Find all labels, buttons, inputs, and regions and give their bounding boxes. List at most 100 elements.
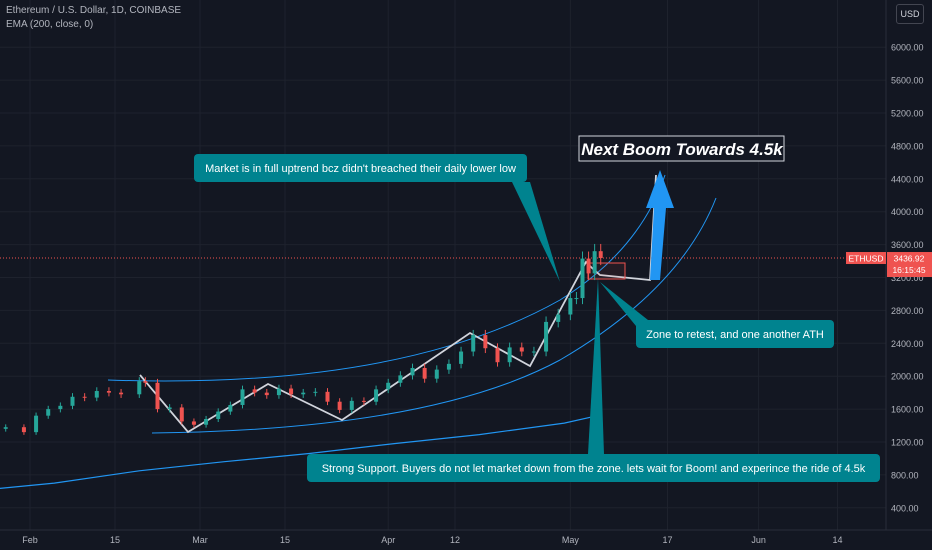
- candle[interactable]: [119, 388, 124, 398]
- price-tick-label: 2800.00: [891, 306, 924, 316]
- candle-body: [167, 407, 172, 410]
- candle[interactable]: [3, 424, 8, 432]
- candle[interactable]: [374, 385, 379, 406]
- candle[interactable]: [410, 363, 415, 380]
- candle-body: [240, 389, 245, 405]
- callout-uptrend[interactable]: Market is in full uptrend bcz didn't bre…: [194, 154, 560, 282]
- candle[interactable]: [422, 363, 427, 383]
- candle[interactable]: [191, 418, 196, 428]
- candle-body: [119, 392, 124, 395]
- price-tick-label: 2000.00: [891, 372, 924, 382]
- candle[interactable]: [21, 424, 26, 435]
- candle[interactable]: [106, 387, 111, 397]
- candle[interactable]: [580, 251, 585, 305]
- candle[interactable]: [204, 415, 209, 428]
- title-box[interactable]: Next Boom Towards 4.5k: [578, 135, 785, 162]
- symbol-title[interactable]: Ethereum / U.S. Dollar, 1D, COINBASE: [6, 5, 182, 16]
- time-tick-label: 17: [662, 535, 672, 545]
- candle[interactable]: [276, 384, 281, 399]
- candle[interactable]: [586, 251, 591, 281]
- price-tick-label: 4000.00: [891, 207, 924, 217]
- currency-button[interactable]: USD: [896, 4, 924, 24]
- candle[interactable]: [46, 405, 51, 419]
- candle[interactable]: [301, 388, 306, 398]
- candle[interactable]: [544, 316, 549, 357]
- price-tick-label: 800.00: [891, 470, 919, 480]
- candle[interactable]: [361, 397, 366, 406]
- callout-zone-text: Zone to retest, and one another ATH: [646, 329, 824, 341]
- candle[interactable]: [574, 291, 579, 305]
- candle-body: [471, 335, 476, 352]
- candle[interactable]: [459, 346, 464, 369]
- candle-body: [434, 369, 439, 379]
- candle[interactable]: [398, 371, 403, 387]
- candle[interactable]: [598, 243, 603, 266]
- candle[interactable]: [483, 329, 488, 354]
- candle[interactable]: [519, 342, 524, 357]
- candle[interactable]: [155, 378, 160, 413]
- candle[interactable]: [434, 365, 439, 383]
- candle[interactable]: [568, 291, 573, 321]
- candle-body: [519, 347, 524, 352]
- grid-layer: [0, 0, 886, 530]
- candle[interactable]: [228, 401, 233, 415]
- indicator-legend[interactable]: EMA (200, close, 0): [6, 19, 94, 30]
- candle[interactable]: [70, 393, 75, 410]
- callout-uptrend-box: [194, 154, 527, 182]
- candle[interactable]: [556, 308, 561, 328]
- price-tick-label: 2400.00: [891, 339, 924, 349]
- candle[interactable]: [337, 398, 342, 414]
- candle[interactable]: [94, 387, 99, 402]
- candle[interactable]: [264, 388, 269, 399]
- candle[interactable]: [471, 329, 476, 357]
- callout-uptrend-pointer: [512, 182, 560, 282]
- price-tick-label: 1600.00: [891, 405, 924, 415]
- candle[interactable]: [240, 385, 245, 409]
- candle-body: [46, 409, 51, 416]
- candle[interactable]: [495, 343, 500, 367]
- candle-body: [531, 351, 536, 353]
- candle[interactable]: [349, 397, 354, 414]
- candle[interactable]: [137, 377, 142, 398]
- candle-body: [507, 347, 512, 363]
- callout-uptrend-text: Market is in full uptrend bcz didn't bre…: [205, 163, 516, 175]
- callout-support[interactable]: Strong Support. Buyers do not let market…: [307, 278, 880, 482]
- candle[interactable]: [216, 408, 221, 423]
- candle-body: [556, 314, 561, 322]
- callout-zone[interactable]: Zone to retest, and one another ATH: [600, 282, 834, 348]
- price-tick-label: 3600.00: [891, 240, 924, 250]
- candle[interactable]: [167, 404, 172, 413]
- callout-support-pointer: [588, 278, 604, 454]
- candle-body: [592, 251, 597, 274]
- price-tag-value: 3436.92: [894, 254, 925, 264]
- candle[interactable]: [82, 393, 87, 402]
- candle[interactable]: [179, 404, 184, 425]
- candle[interactable]: [507, 342, 512, 367]
- candle-body: [422, 367, 427, 379]
- price-tick-label: 6000.00: [891, 43, 924, 53]
- candle-body: [106, 391, 111, 393]
- candle[interactable]: [252, 385, 257, 397]
- candle[interactable]: [592, 243, 597, 281]
- candle-layer[interactable]: [3, 243, 603, 435]
- candle[interactable]: [58, 402, 63, 413]
- candle-body: [34, 415, 39, 433]
- candle-body: [459, 351, 464, 364]
- candle[interactable]: [446, 359, 451, 374]
- candle[interactable]: [325, 388, 330, 406]
- candle-body: [94, 391, 99, 398]
- candle-body: [495, 348, 500, 363]
- price-tick-label: 4400.00: [891, 174, 924, 184]
- candle[interactable]: [531, 346, 536, 357]
- candle-body: [446, 363, 451, 370]
- ema-200-line: [0, 414, 601, 490]
- candle[interactable]: [386, 378, 391, 394]
- candle[interactable]: [143, 377, 148, 387]
- candle[interactable]: [289, 384, 294, 398]
- candle[interactable]: [34, 412, 39, 435]
- candle[interactable]: [313, 388, 318, 397]
- time-tick-label: 12: [450, 535, 460, 545]
